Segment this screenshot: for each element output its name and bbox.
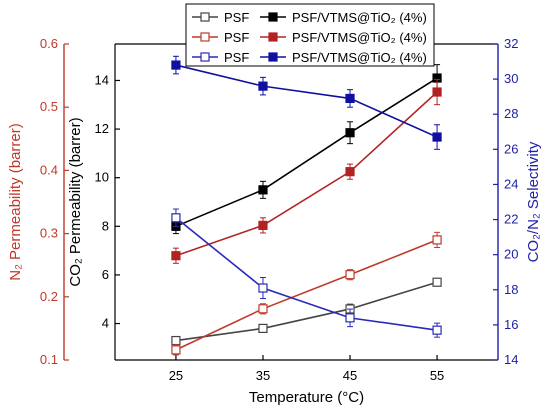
series-line <box>175 239 438 351</box>
data-point <box>432 132 442 142</box>
x-axis-title: Temperature (°C) <box>249 389 364 406</box>
co2-tick-label: 6 <box>102 267 109 282</box>
series-line <box>175 281 438 342</box>
co2-axis: 4 6 8 10 12 14 <box>95 72 120 331</box>
series-5 <box>171 55 442 150</box>
n2-tick-label: 0.1 <box>40 352 58 367</box>
series-line <box>175 64 438 138</box>
x-tick-label: 25 <box>169 368 183 383</box>
series-4 <box>171 208 442 338</box>
data-point <box>345 313 355 323</box>
series-line <box>175 91 438 257</box>
selectivity-tick-label: 30 <box>504 71 518 86</box>
x-tick-label: 45 <box>343 368 357 383</box>
legend: PSF PSF/VTMS@TiO₂ (4%) PSF PSF/VTMS@TiO₂ (4… <box>185 3 435 67</box>
data-point <box>432 325 442 335</box>
selectivity-tick-label: 22 <box>504 212 518 227</box>
data-point <box>171 345 181 355</box>
legend-marker <box>268 12 278 22</box>
selectivity-tick-label: 18 <box>504 282 518 297</box>
legend-marker <box>268 32 278 42</box>
legend-label: PSF <box>224 50 249 65</box>
data-point <box>171 335 181 346</box>
co2-tick-label: 4 <box>102 316 109 331</box>
series-3 <box>171 78 442 264</box>
selectivity-tick-label: 20 <box>504 247 518 262</box>
selectivity-tick-label: 24 <box>504 176 518 191</box>
selectivity-tick-label: 16 <box>504 317 518 332</box>
data-point <box>345 167 355 177</box>
data-point <box>258 185 268 195</box>
data-point <box>171 213 181 223</box>
data-point <box>432 235 442 245</box>
legend-label: PSF/VTMS@TiO₂ (4%) <box>292 10 427 25</box>
n2-tick-label: 0.6 <box>40 36 58 51</box>
n2-tick-label: 0.5 <box>40 99 58 114</box>
legend-marker <box>200 52 210 62</box>
data-point <box>258 304 268 314</box>
x-tick-label: 55 <box>430 368 444 383</box>
data-point <box>345 270 355 280</box>
co2-tick-label: 14 <box>95 72 109 87</box>
data-point <box>171 251 181 261</box>
legend-label: PSF/VTMS@TiO₂ (4%) <box>292 30 427 45</box>
legend-label: PSF/VTMS@TiO₂ (4%) <box>292 50 427 65</box>
legend-label: PSF <box>224 10 249 25</box>
n2-tick-label: 0.4 <box>40 162 58 177</box>
x-axis: 25 35 45 55 <box>169 355 444 383</box>
series-line <box>175 217 438 331</box>
data-point <box>258 81 268 91</box>
co2-tick-label: 12 <box>95 121 109 136</box>
series-layer <box>171 55 442 356</box>
series-line <box>175 77 438 228</box>
data-point <box>432 87 442 97</box>
co2-tick-label: 10 <box>95 170 109 185</box>
co2-axis-title: CO₂ Permeability (barrer) <box>67 117 84 286</box>
n2-tick-label: 0.3 <box>40 226 58 241</box>
data-point <box>432 277 442 287</box>
data-point <box>171 60 181 70</box>
data-point <box>345 128 355 138</box>
selectivity-tick-label: 32 <box>504 36 518 51</box>
n2-tick-label: 0.2 <box>40 289 58 304</box>
legend-label: PSF <box>224 30 249 45</box>
selectivity-tick-label: 28 <box>504 106 518 121</box>
n2-axis-title: N₂ Permeability (barrer) <box>7 123 24 281</box>
legend-marker <box>200 12 210 22</box>
data-point <box>258 283 268 293</box>
selectivity-tick-label: 14 <box>504 352 518 367</box>
x-tick-label: 35 <box>256 368 270 383</box>
series-2 <box>171 231 442 356</box>
data-point <box>258 220 268 230</box>
legend-marker <box>268 52 278 62</box>
co2-tick-label: 8 <box>102 218 109 233</box>
data-point <box>258 323 268 333</box>
legend-box <box>185 3 435 67</box>
selectivity-axis: 14 16 18 20 22 24 26 28 30 32 <box>493 36 518 367</box>
n2-axis: 0.1 0.2 0.3 0.4 0.5 0.6 <box>40 36 69 367</box>
selectivity-tick-label: 26 <box>504 141 518 156</box>
selectivity-axis-title: CO₂/N₂ Selectivity <box>525 141 542 262</box>
data-point <box>345 93 355 104</box>
legend-marker <box>200 32 210 42</box>
